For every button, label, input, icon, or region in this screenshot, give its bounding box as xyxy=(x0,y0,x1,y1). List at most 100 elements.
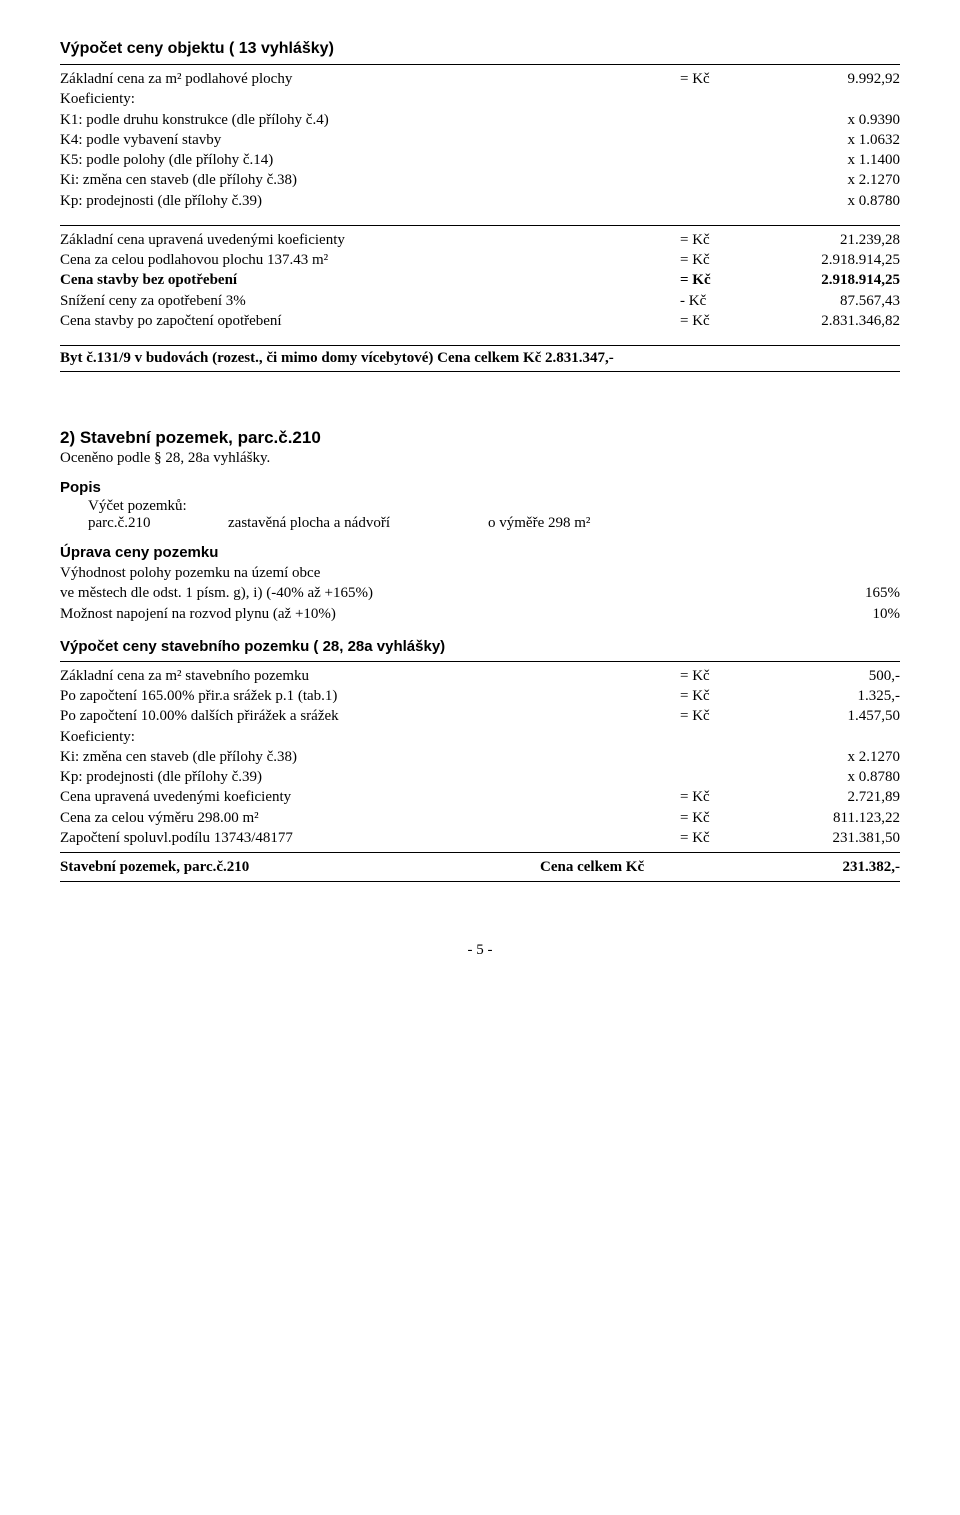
row-value: 2.721,89 xyxy=(760,787,900,807)
section2-summary: Stavební pozemek, parc.č.210 Cena celkem… xyxy=(60,857,900,877)
table-row: K5: podle polohy (dle přílohy č.14)x 1.1… xyxy=(60,150,900,170)
row-label: Snížení ceny za opotřebení 3% xyxy=(60,291,680,311)
row-label: Po započtení 165.00% přir.a srážek p.1 (… xyxy=(60,686,680,706)
row-value: x 0.8780 xyxy=(760,767,900,787)
row-mid: = Kč xyxy=(680,706,760,726)
table-row: Cena stavby po započtení opotřebení= Kč2… xyxy=(60,311,900,331)
calc2-rows: Základní cena za m² stavebního pozemku= … xyxy=(60,666,900,848)
table-row: Cena stavby bez opotřebení= Kč2.918.914,… xyxy=(60,270,900,290)
row-label: Možnost napojení na rozvod plynu (až +10… xyxy=(60,604,760,624)
parc-row: parc.č.210 zastavěná plocha a nádvoří o … xyxy=(60,515,900,532)
row-label: K4: podle vybavení stavby xyxy=(60,130,680,150)
row-value: 9.992,92 xyxy=(760,69,900,89)
table-row: Započtení spoluvl.podílu 13743/48177= Kč… xyxy=(60,828,900,848)
row-label: Cena upravená uvedenými koeficienty xyxy=(60,787,680,807)
row-mid: = Kč xyxy=(680,828,760,848)
table-row: Základní cena upravená uvedenými koefici… xyxy=(60,230,900,250)
table-row: Po započtení 165.00% přir.a srážek p.1 (… xyxy=(60,686,900,706)
uprava-label: Úprava ceny pozemku xyxy=(60,544,900,561)
parc-col1: parc.č.210 xyxy=(88,515,228,532)
summary-val: 231.382,- xyxy=(760,857,900,877)
section2-title: 2) Stavební pozemek, parc.č.210 xyxy=(60,428,900,448)
row-label: Cena za celou výměru 298.00 m² xyxy=(60,808,680,828)
row-value: 231.381,50 xyxy=(760,828,900,848)
summary-mid: Cena celkem Kč xyxy=(540,857,760,877)
row-label: Kp: prodejnosti (dle přílohy č.39) xyxy=(60,191,680,211)
row-value: x 2.1270 xyxy=(760,170,900,190)
table-row: Základní cena za m² podlahové plochy= Kč… xyxy=(60,69,900,89)
row-value: 2.918.914,25 xyxy=(760,270,900,290)
row-value xyxy=(760,563,900,583)
divider xyxy=(60,225,900,226)
row-value: 10% xyxy=(760,604,900,624)
row-value: 811.123,22 xyxy=(760,808,900,828)
row-mid xyxy=(680,89,760,109)
row-label: K1: podle druhu konstrukce (dle přílohy … xyxy=(60,110,680,130)
calc1-rows: Základní cena za m² podlahové plochy= Kč… xyxy=(60,69,900,211)
row-label: Započtení spoluvl.podílu 13743/48177 xyxy=(60,828,680,848)
section2-sub: Oceněno podle § 28, 28a vyhlášky. xyxy=(60,450,900,467)
row-label: ve městech dle odst. 1 písm. g), i) (-40… xyxy=(60,583,760,603)
table-row: Snížení ceny za opotřebení 3%- Kč87.567,… xyxy=(60,291,900,311)
table-row: Základní cena za m² stavebního pozemku= … xyxy=(60,666,900,686)
row-label: Cena stavby po započtení opotřebení xyxy=(60,311,680,331)
row-mid xyxy=(680,747,760,767)
row-value: 165% xyxy=(760,583,900,603)
row-label: Kp: prodejnosti (dle přílohy č.39) xyxy=(60,767,680,787)
row-mid: = Kč xyxy=(680,311,760,331)
table-row: Cena za celou podlahovou plochu 137.43 m… xyxy=(60,250,900,270)
row-mid xyxy=(680,170,760,190)
row-mid: = Kč xyxy=(680,787,760,807)
calc1-header: Výpočet ceny objektu ( 13 vyhlášky) xyxy=(60,40,900,58)
table-row: ve městech dle odst. 1 písm. g), i) (-40… xyxy=(60,583,900,603)
divider xyxy=(60,852,900,853)
table-row: Po započtení 10.00% dalších přirážek a s… xyxy=(60,706,900,726)
row-mid xyxy=(680,110,760,130)
row-label: Ki: změna cen staveb (dle přílohy č.38) xyxy=(60,170,680,190)
row-mid xyxy=(680,150,760,170)
table-row: Kp: prodejnosti (dle přílohy č.39) x 0.87… xyxy=(60,767,900,787)
vycet-label: Výčet pozemků: xyxy=(60,498,900,515)
row-mid xyxy=(680,130,760,150)
table-row: Cena za celou výměru 298.00 m²= Kč811.12… xyxy=(60,808,900,828)
row-label: Ki: změna cen staveb (dle přílohy č.38) xyxy=(60,747,680,767)
table-row: K1: podle druhu konstrukce (dle přílohy … xyxy=(60,110,900,130)
table-row: Koeficienty: xyxy=(60,727,900,747)
row-label: Po započtení 10.00% dalších přirážek a s… xyxy=(60,706,680,726)
row-label: K5: podle polohy (dle přílohy č.14) xyxy=(60,150,680,170)
row-label: Základní cena upravená uvedenými koefici… xyxy=(60,230,680,250)
table-row: Ki: změna cen staveb (dle přílohy č.38) x… xyxy=(60,170,900,190)
parc-col3: o výměře 298 m² xyxy=(488,515,900,532)
row-mid: = Kč xyxy=(680,230,760,250)
row-label: Koeficienty: xyxy=(60,89,680,109)
table-row: Možnost napojení na rozvod plynu (až +10… xyxy=(60,604,900,624)
uprava-rows: Výhodnost polohy pozemku na území obceve… xyxy=(60,563,900,624)
row-value: 2.918.914,25 xyxy=(760,250,900,270)
row-mid xyxy=(680,767,760,787)
divider xyxy=(60,345,900,346)
divider xyxy=(60,371,900,372)
row-value: 1.325,- xyxy=(760,686,900,706)
row-mid: = Kč xyxy=(680,250,760,270)
calc1-rows2: Základní cena upravená uvedenými koefici… xyxy=(60,230,900,331)
popis-label: Popis xyxy=(60,479,900,496)
row-mid: = Kč xyxy=(680,808,760,828)
row-value: x 2.1270 xyxy=(760,747,900,767)
table-row: Ki: změna cen staveb (dle přílohy č.38) x… xyxy=(60,747,900,767)
row-value: x 0.8780 xyxy=(760,191,900,211)
row-label: Koeficienty: xyxy=(60,727,680,747)
row-value xyxy=(760,727,900,747)
page-number: - 5 - xyxy=(60,942,900,959)
row-mid: = Kč xyxy=(680,686,760,706)
row-value: 500,- xyxy=(760,666,900,686)
divider xyxy=(60,64,900,65)
table-row: Výhodnost polohy pozemku na území obce xyxy=(60,563,900,583)
row-mid: = Kč xyxy=(680,666,760,686)
row-mid: - Kč xyxy=(680,291,760,311)
row-value xyxy=(760,89,900,109)
row-label: Základní cena za m² podlahové plochy xyxy=(60,69,680,89)
row-mid: = Kč xyxy=(680,270,760,290)
row-label: Cena za celou podlahovou plochu 137.43 m… xyxy=(60,250,680,270)
divider xyxy=(60,661,900,662)
row-value: 21.239,28 xyxy=(760,230,900,250)
